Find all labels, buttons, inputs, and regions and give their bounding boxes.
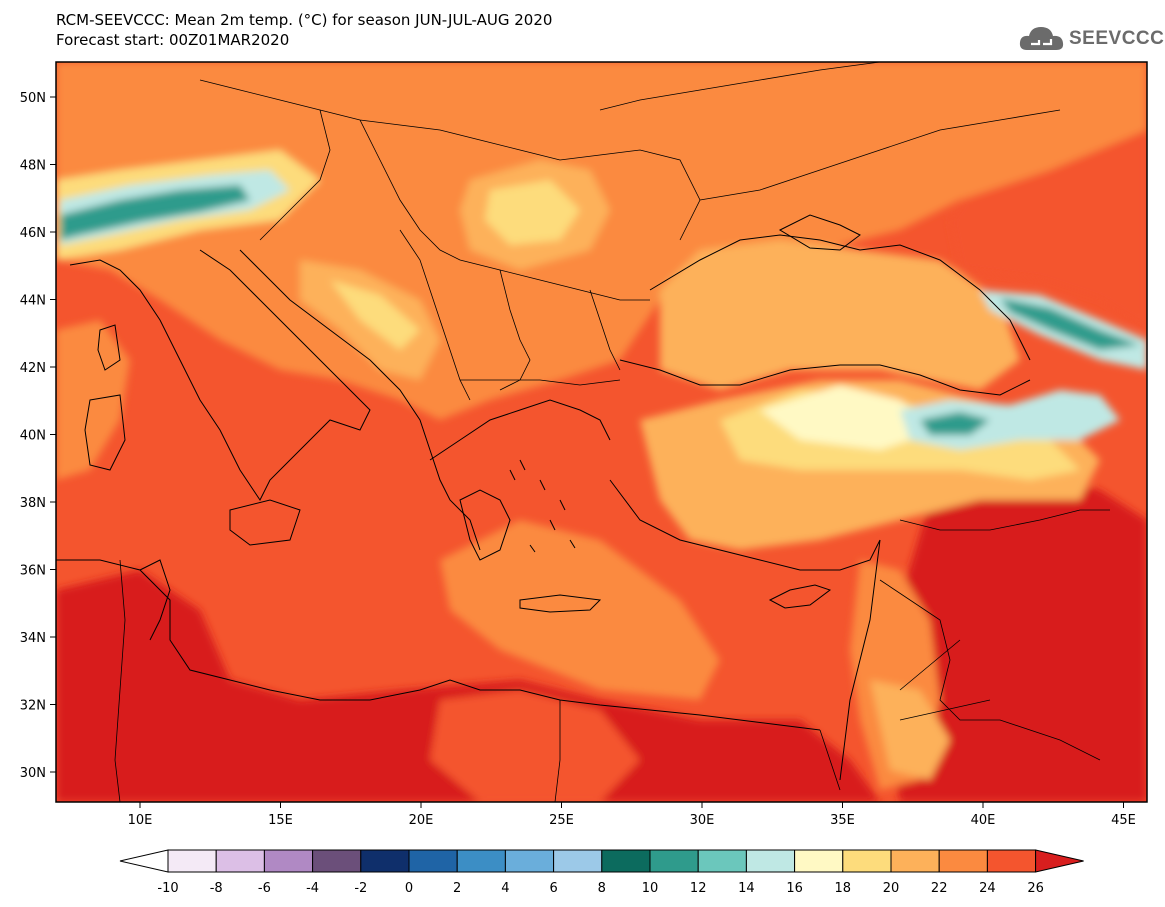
map-frame [55,61,1148,803]
lon-label: 20E [409,813,434,828]
lat-label: 32N [20,699,46,714]
colorbar-label: -6 [258,881,271,896]
colorbar-box [890,849,940,873]
colorbar-label: 24 [979,881,996,896]
colorbar-min-triangle [119,849,169,873]
lat-label: 42N [20,361,46,376]
black-sea [660,240,1020,390]
lon-label: 15E [268,813,293,828]
title-line-1: RCM-SEEVCCC: Mean 2m temp. (°C) for seas… [56,11,553,29]
lat-label: 34N [20,631,46,646]
lat-label: 50N [20,91,46,106]
colorbar-label: -4 [306,881,319,896]
light-orange-jordan [870,680,950,780]
colorbar-box [649,849,699,873]
colorbar-label: -10 [157,881,178,896]
chart-title: RCM-SEEVCCC: Mean 2m temp. (°C) for seas… [56,10,552,50]
lat-label: 40N [20,429,46,444]
red-orange-libya [430,690,640,802]
colorbar-label: 10 [642,881,659,896]
longitude-axis: 10E 15E 20E 25E 30E 35E 40E 45E [128,802,1136,828]
seevccc-logo: SEEVCCC [1017,22,1164,58]
latitude-axis: 50N 48N 46N 44N 42N 40N 38N 36N 34N 32N 30N [20,91,56,781]
colorbar-box [697,849,747,873]
lon-label: 10E [128,813,153,828]
colorbar-box [215,849,265,873]
lat-label: 48N [20,159,46,174]
colorbar-box [938,849,988,873]
lon-label: 35E [830,813,855,828]
colorbar-label: 16 [786,881,803,896]
colorbar-label: 22 [931,881,948,896]
colorbar-box [456,849,506,873]
pale-anatolia [760,385,940,450]
colorbar-box [842,849,892,873]
colorbar-box [794,849,844,873]
colorbar-label: 20 [883,881,900,896]
colorbar-boxes [119,849,1084,873]
colorbar-box [360,849,410,873]
colorbar-label: 8 [598,881,606,896]
colorbar-max-triangle [1035,849,1084,873]
colorbar-label: -8 [210,881,223,896]
colorbar-label: 2 [453,881,461,896]
colorbar-box [553,849,603,873]
red-middle-east [880,470,1147,802]
colorbar-box [312,849,362,873]
colorbar-label: 0 [405,881,413,896]
lon-label: 30E [690,813,715,828]
teal-alps [60,185,250,240]
colorbar-label: 6 [549,881,557,896]
lon-label: 25E [549,813,574,828]
lon-label: 45E [1111,813,1136,828]
colorbar-box [263,849,314,873]
colorbar-box [986,849,1037,873]
yellow-carpathians [485,180,580,245]
lat-label: 46N [20,226,46,241]
colorbar-box [167,849,217,873]
cloud-icon [1019,27,1064,50]
colorbar-labels: -10 -8 -6 -4 -2 0 2 4 6 8 10 12 14 16 18 20 22 24 26 [157,881,1043,896]
colorbar-box [408,849,458,873]
title-line-2: Forecast start: 00Z01MAR2020 [56,31,290,49]
lat-label: 38N [20,496,46,511]
colorbar-label: 4 [501,881,509,896]
colorbar-label: 14 [738,881,755,896]
country-borders [114,62,1110,802]
teal-caucasus [1000,298,1140,350]
colorbar-label: 26 [1027,881,1044,896]
colorbar-label: -2 [354,881,367,896]
colorbar-label: 12 [690,881,707,896]
teal-armenia [920,412,990,435]
logo-text: SEEVCCC [1069,28,1165,49]
lon-label: 40E [971,813,996,828]
lat-label: 36N [20,564,46,579]
colorbar-label: 18 [835,881,852,896]
colorbar-box [745,849,796,873]
colorbar-box [601,849,651,873]
lat-label: 30N [20,766,46,781]
yellow-dinaric [330,280,420,350]
lat-label: 44N [20,294,46,309]
coastlines [56,214,1031,781]
colorbar-box [504,849,555,873]
